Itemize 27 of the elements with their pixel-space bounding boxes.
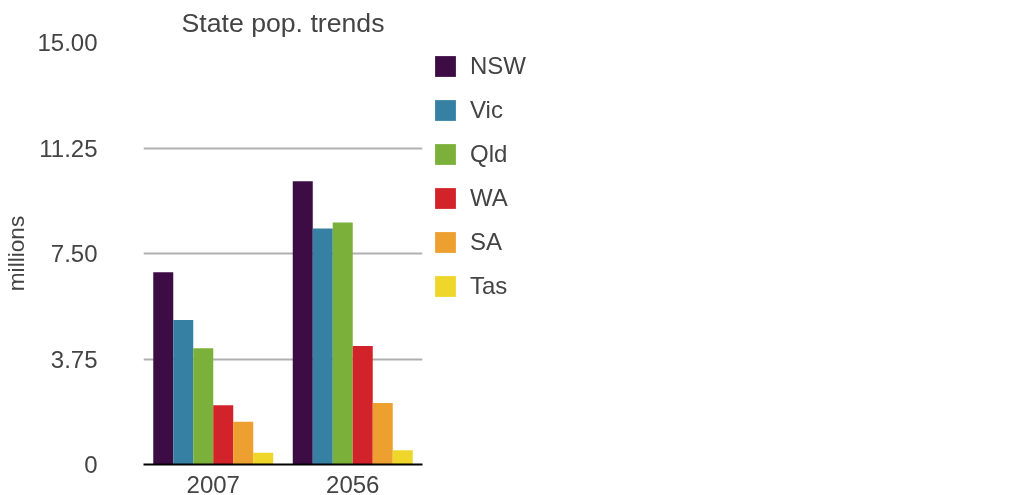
y-tick-label: 11.25 [39,134,98,162]
legend-label: Vic [470,96,503,124]
y-tick-label: 7.50 [50,240,98,267]
y-axis-title: millions [3,215,30,292]
legend-label: SA [470,228,503,256]
legend-label: WA [470,184,508,212]
bar [153,272,174,465]
bar [233,421,254,465]
y-tick-label: 3.75 [50,345,98,373]
y-tick-label: 0 [84,451,98,478]
bar [392,450,413,465]
bar [312,228,333,465]
bar [352,346,373,465]
bar [173,319,194,465]
bar [193,348,214,465]
x-tick-label: 2007 [186,470,240,495]
x-tick-label: 2056 [326,470,380,495]
bar [213,405,234,465]
bar [372,402,393,465]
chart-title: State pop. trends [181,7,385,38]
y-tick-label: 15.00 [37,29,98,56]
legend-label: Qld [470,140,508,168]
legend-label: NSW [470,52,526,80]
bar [332,222,353,465]
bar [292,181,313,465]
bar [253,452,274,465]
legend-label: Tas [470,272,508,300]
